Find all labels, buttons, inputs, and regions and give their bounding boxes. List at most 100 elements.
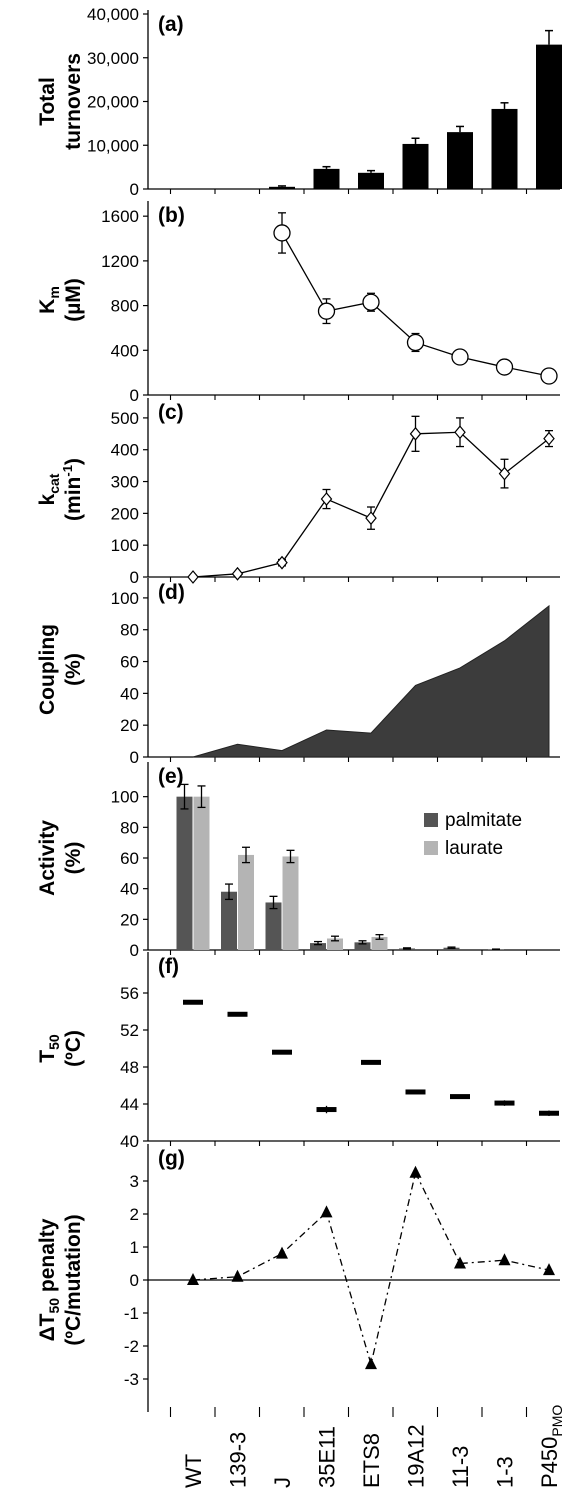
y-tick-label: 40	[120, 684, 139, 703]
bar	[313, 168, 340, 189]
x-category-label: 1-3	[493, 1456, 518, 1488]
panel-b: 0 400 800 1200 1600 (b) Km (µM)	[36, 201, 560, 405]
data-point	[365, 511, 377, 526]
y-tick-label: 10,000	[87, 136, 139, 155]
y-tick-label: 1	[130, 1238, 139, 1257]
y-tick-label: 80	[120, 818, 139, 837]
area-series	[192, 604, 550, 758]
data-point	[272, 1049, 292, 1055]
y-tick-label: 100	[111, 536, 139, 555]
y-label-line: (%)	[62, 653, 85, 686]
y-tick-label: 800	[111, 297, 139, 316]
panel-label: (b)	[158, 204, 185, 227]
y-label-line: Total	[36, 77, 59, 126]
y-label-line: ΔT50 penalty	[36, 1218, 62, 1341]
y-tick-label: 60	[120, 653, 139, 672]
bar	[491, 108, 518, 189]
y-label-line: turnovers	[62, 53, 85, 150]
y-axis-label: T50 (ºC)	[36, 1030, 85, 1067]
data-point	[316, 1107, 337, 1113]
y-label-part: (min	[62, 477, 85, 521]
bar-laurate	[327, 938, 343, 950]
y-tick-label: 0	[130, 748, 139, 767]
panel-label: (d)	[158, 581, 185, 604]
y-tick-label: -3	[124, 1370, 139, 1389]
bar-palmitate	[176, 796, 193, 950]
data-point	[320, 1205, 333, 1218]
panel-g: -3 -2 -1 0 1 2 3 (g) ΔT50 penalty (ºC/mutation)	[36, 1144, 560, 1417]
y-tick-label: 400	[111, 341, 139, 360]
y-tick-label: 0	[130, 386, 139, 405]
x-category-text: 35E11	[315, 1426, 340, 1488]
panel-label: (f)	[158, 955, 179, 978]
legend-swatch-laurate	[424, 841, 438, 855]
y-label-line: Km	[36, 286, 62, 314]
x-category-text: P450	[537, 1437, 562, 1488]
y-tick-label: 0	[130, 1271, 139, 1290]
data-point	[227, 1011, 248, 1017]
data-point	[543, 431, 555, 446]
data-point	[273, 224, 291, 242]
y-label-part: K	[36, 299, 59, 314]
bar	[402, 143, 429, 189]
x-category-text: WT	[181, 1454, 206, 1488]
y-label-part: ΔT	[36, 1313, 59, 1341]
y-tick-label: 40,000	[87, 5, 139, 24]
data-point	[320, 492, 333, 506]
x-category-text: 1-3	[493, 1456, 518, 1488]
data-point	[454, 1256, 466, 1269]
y-tick-label: 30,000	[87, 49, 139, 68]
y-tick-label: 60	[120, 849, 139, 868]
y-tick-label: 200	[111, 504, 139, 523]
data-point	[276, 555, 288, 570]
y-tick-label: 20	[120, 910, 139, 929]
series-line	[192, 431, 550, 578]
y-tick-label: 56	[120, 984, 139, 1003]
data-point	[276, 1246, 288, 1259]
y-label-line: Coupling	[36, 624, 59, 715]
bar	[536, 44, 562, 189]
y-label-line: (ºC/mutation)	[62, 1214, 85, 1345]
x-category-label: 19A12	[404, 1424, 429, 1488]
y-axis-label: Coupling (%)	[36, 624, 85, 715]
y-label-sup: -1	[60, 465, 75, 477]
y-label-line: Activity	[36, 820, 59, 896]
y-axis-label: Km (µM)	[36, 278, 85, 322]
data-point	[187, 1273, 199, 1285]
y-label-part: penalty	[36, 1218, 59, 1298]
y-label-sub: m	[46, 286, 62, 298]
panel-label: (a)	[158, 13, 184, 36]
y-label-line: (min-1)	[60, 458, 85, 521]
data-point	[450, 1094, 470, 1100]
y-axis-label: Activity (%)	[36, 820, 85, 896]
bar-laurate	[371, 936, 388, 950]
x-category-text: 11-3	[448, 1446, 473, 1488]
y-tick-label: 100	[111, 589, 139, 608]
data-point	[454, 425, 466, 440]
data-point	[409, 426, 422, 441]
y-tick-label: 300	[111, 473, 139, 492]
data-point	[362, 293, 380, 311]
data-point	[540, 367, 558, 385]
y-tick-label: 3	[130, 1172, 139, 1191]
x-category-label: 139-3	[226, 1432, 251, 1488]
data-point	[365, 1357, 377, 1370]
y-label-part: k	[36, 493, 59, 505]
bar-laurate	[193, 796, 210, 950]
legend-label: laurate	[445, 838, 503, 859]
y-tick-label: 400	[111, 441, 139, 460]
x-category-label: 11-3	[448, 1446, 473, 1488]
y-tick-label: 80	[120, 621, 139, 640]
data-point	[539, 1110, 559, 1116]
data-point	[231, 566, 244, 581]
panel-c: 0 100 200 300 400 500 (c) kcat (min-1)	[36, 398, 560, 587]
data-point	[451, 348, 469, 366]
x-category-label: J	[270, 1477, 295, 1488]
data-point	[231, 1269, 244, 1282]
bar-palmitate	[221, 891, 237, 950]
y-tick-label: 0	[130, 180, 139, 199]
y-axis-label: ΔT50 penalty (ºC/mutation)	[36, 1214, 85, 1345]
x-category-text: 139-3	[226, 1432, 251, 1488]
x-category-label: P450PMO	[537, 1405, 565, 1488]
